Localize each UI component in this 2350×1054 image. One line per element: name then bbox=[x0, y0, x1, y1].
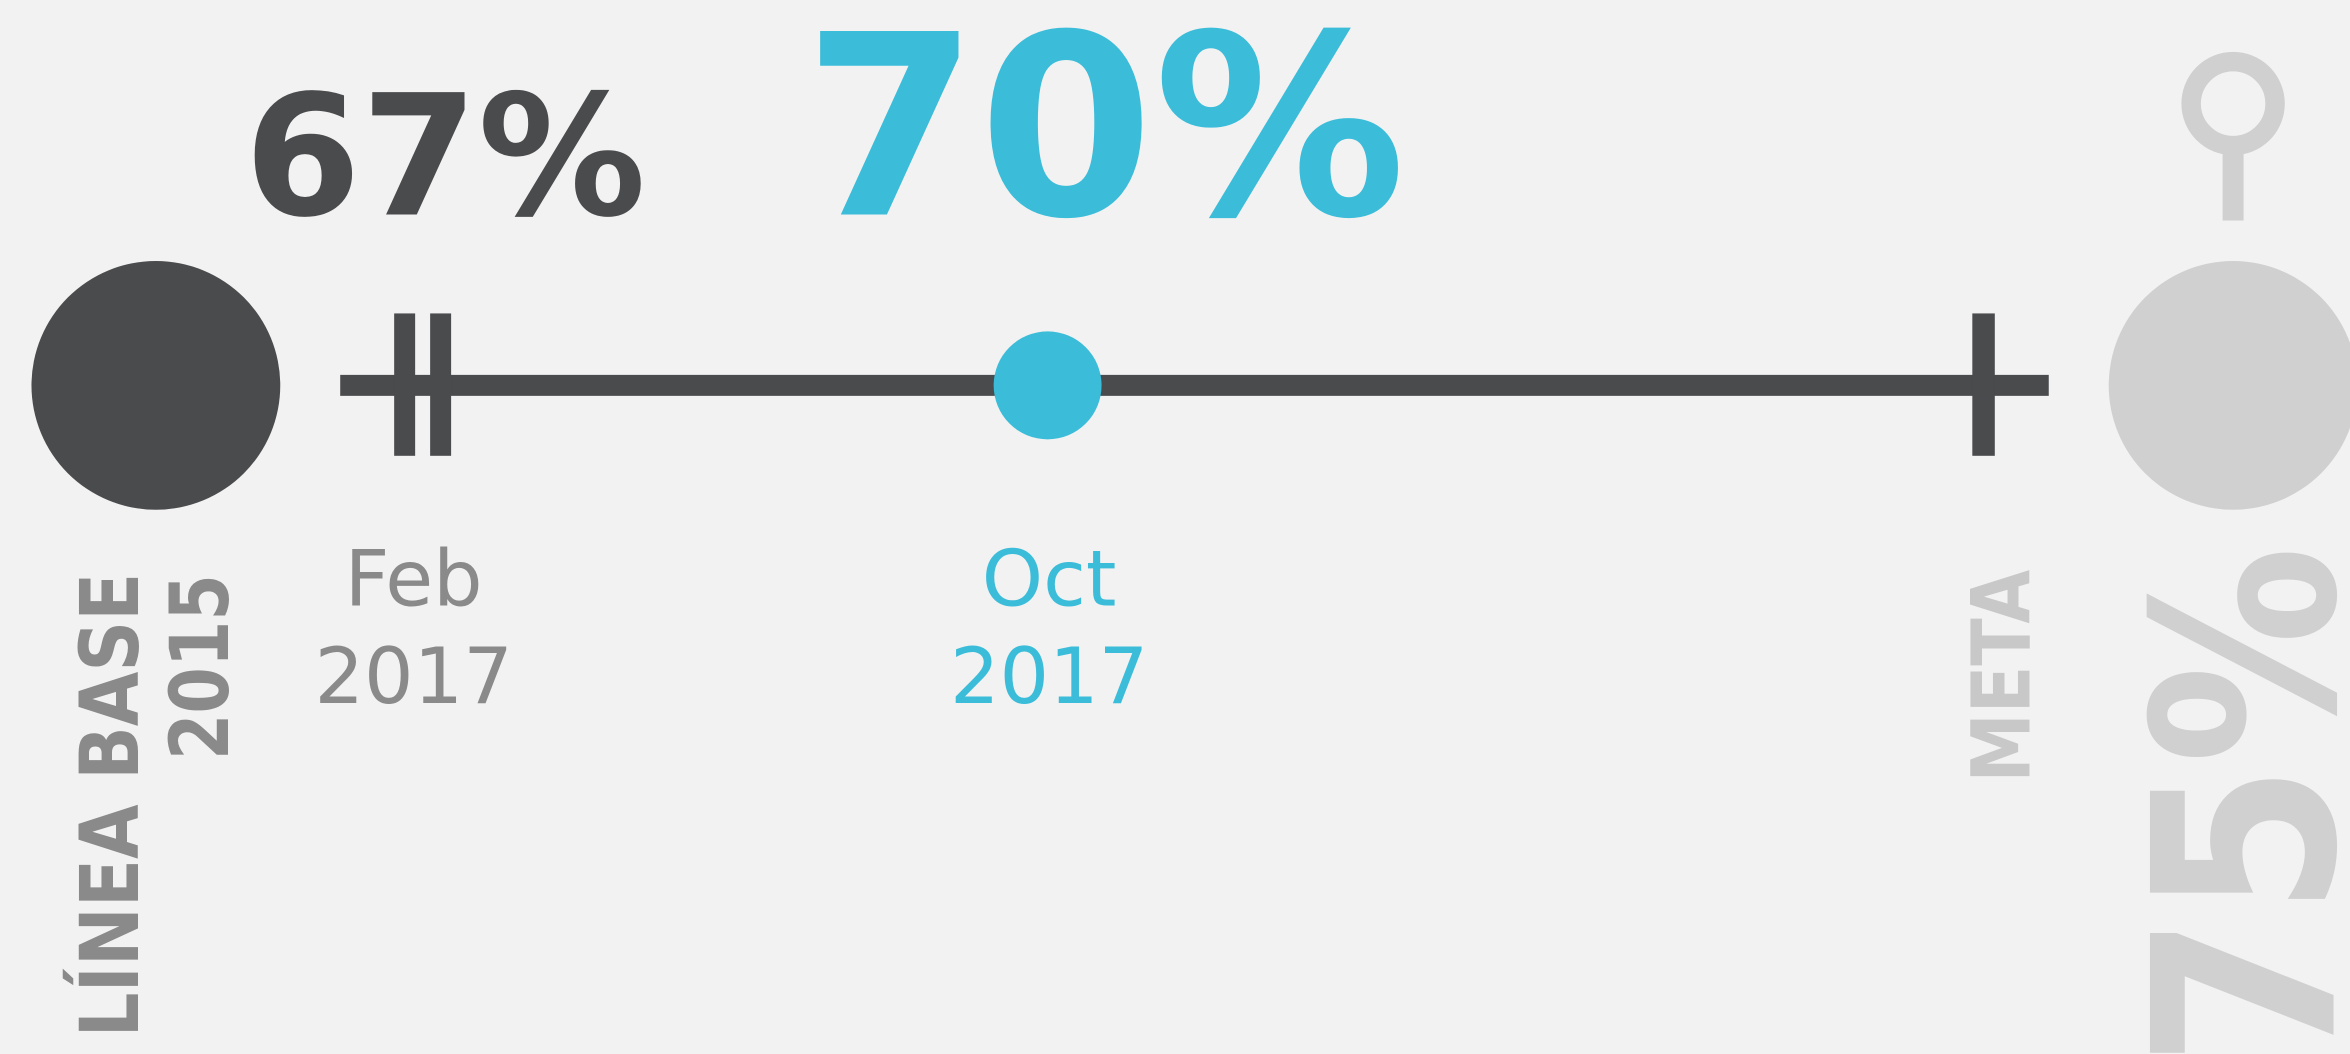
tick bbox=[1972, 313, 1995, 456]
baseline-label: LÍNEA BASE bbox=[63, 573, 158, 1038]
tick bbox=[430, 313, 452, 456]
previous-value: 67% bbox=[244, 59, 646, 255]
baseline-year: 2015 bbox=[154, 574, 248, 760]
baseline-dot bbox=[31, 260, 281, 510]
goal-value: 75% bbox=[2101, 546, 2350, 1054]
pin-icon bbox=[2181, 51, 2285, 156]
current-dot bbox=[993, 331, 1102, 440]
previous-year: 2017 bbox=[314, 632, 512, 722]
timeline-line bbox=[340, 374, 2049, 396]
tick bbox=[394, 313, 416, 456]
goal-label: META bbox=[1955, 569, 2049, 782]
pin-stem bbox=[2222, 150, 2244, 221]
goal-dot bbox=[2108, 261, 2350, 510]
current-year: 2017 bbox=[950, 632, 1148, 722]
previous-month: Feb bbox=[345, 535, 483, 625]
current-month: Oct bbox=[982, 535, 1117, 625]
current-value: 70% bbox=[803, 0, 1406, 275]
